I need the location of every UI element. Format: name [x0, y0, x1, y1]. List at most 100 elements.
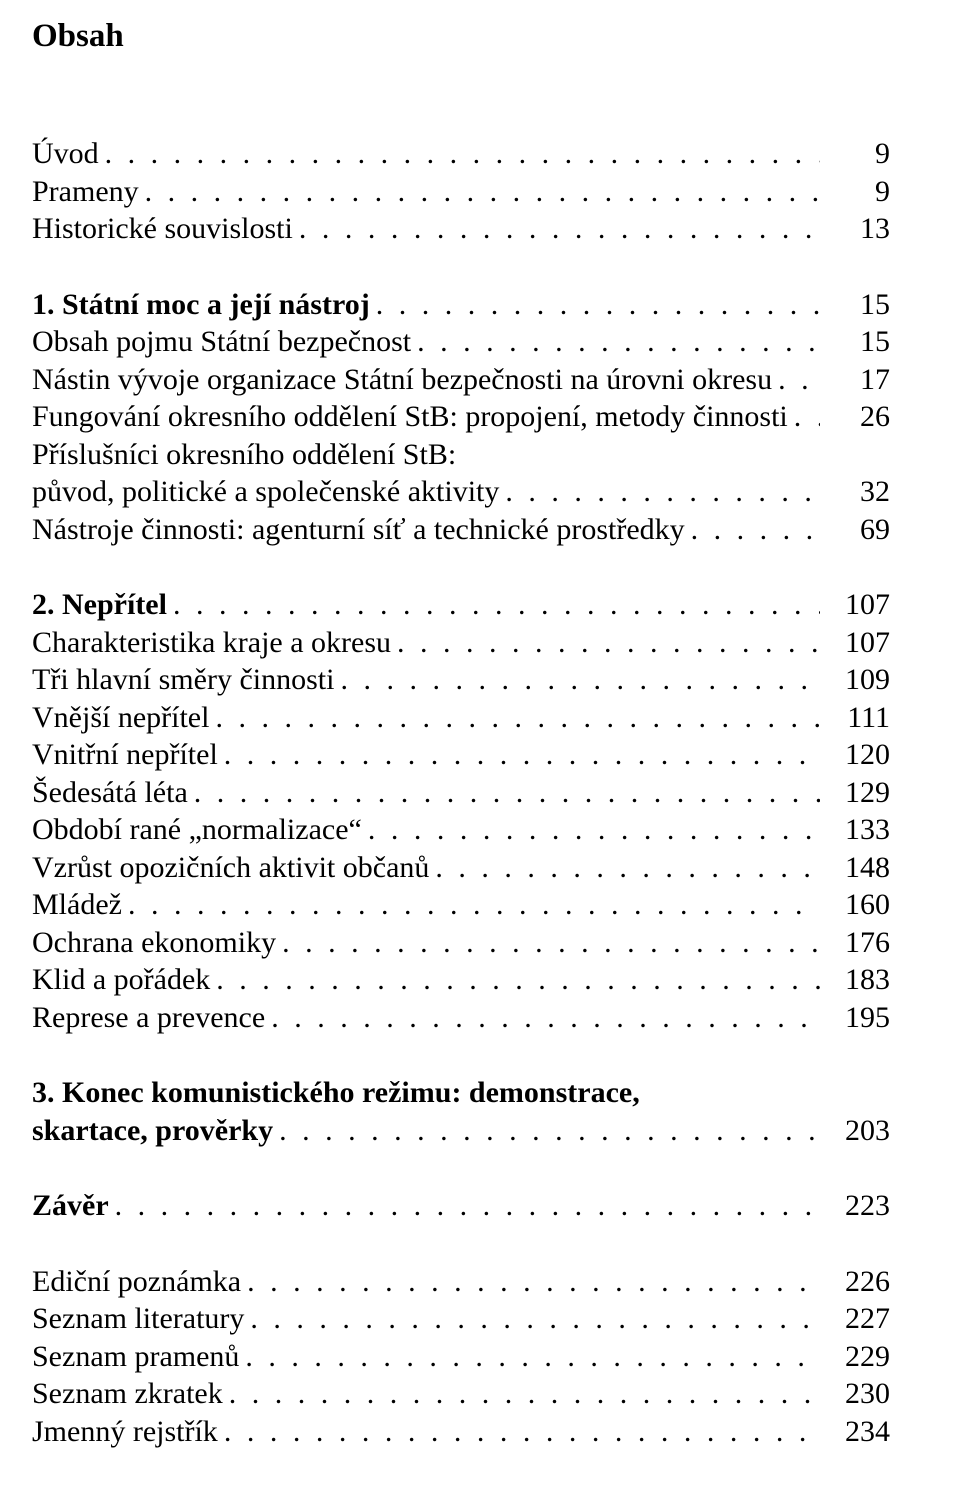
- toc-entry: původ, politické a společenské aktivity 3…: [32, 473, 890, 511]
- toc-entry: Seznam literatury227: [32, 1300, 890, 1338]
- toc-entry-page: 129: [826, 774, 890, 812]
- toc-dot-leader: [215, 699, 820, 737]
- toc-entry: Mládež 160: [32, 886, 890, 924]
- toc-entry-page: 107: [826, 624, 890, 662]
- toc-entry: Obsah pojmu Státní bezpečnost 15: [32, 323, 890, 361]
- toc-entry-label: Období rané „normalizace“: [32, 811, 362, 849]
- toc-dot-leader: [417, 323, 820, 361]
- toc-entry-page: 203: [826, 1112, 890, 1150]
- toc-entry-label: Vnější nepřítel: [32, 699, 209, 737]
- toc-dot-leader: [173, 586, 820, 624]
- toc-entry-page: 13: [826, 210, 890, 248]
- toc-entry-label: Fungování okresního oddělení StB: propoj…: [32, 398, 788, 436]
- toc-dot-leader: [435, 849, 820, 887]
- toc-gap: [32, 1149, 890, 1187]
- toc-entry: 2. Nepřítel107: [32, 586, 890, 624]
- toc-entry-page: 230: [826, 1375, 890, 1413]
- toc-entry: Ediční poznámka226: [32, 1263, 890, 1301]
- toc-entry: Seznam zkratek 230: [32, 1375, 890, 1413]
- toc-dot-leader: [245, 1338, 820, 1376]
- toc-entry: Ochrana ekonomiky176: [32, 924, 890, 962]
- toc-entry-page: 107: [826, 586, 890, 624]
- toc-entry-label: Seznam zkratek: [32, 1375, 223, 1413]
- page: Obsah Úvod 9Prameny 9 Historické souvislost…: [0, 0, 960, 1490]
- toc-entry-label: Vzrůst opozičních aktivit občanů: [32, 849, 429, 887]
- toc-dot-leader: [247, 1263, 820, 1301]
- toc-entry-page: 133: [826, 811, 890, 849]
- toc-entry-label: Represe a prevence: [32, 999, 265, 1037]
- toc-entry-page: 120: [826, 736, 890, 774]
- toc-dot-leader: [505, 473, 820, 511]
- toc-entry-label: skartace, prověrky: [32, 1112, 273, 1150]
- toc-entry-label: Úvod: [32, 135, 99, 173]
- toc-dot-leader: [216, 961, 820, 999]
- toc-entry: Vnitřní nepřítel 120: [32, 736, 890, 774]
- toc-entry-page: 183: [826, 961, 890, 999]
- toc-dot-leader: [224, 1413, 820, 1451]
- toc-entry-label: původ, politické a společenské aktivity: [32, 473, 499, 511]
- toc-dot-leader: [778, 361, 820, 399]
- toc-entry-label: Nástin vývoje organizace Státní bezpečno…: [32, 361, 772, 399]
- toc-entry-label: Seznam pramenů: [32, 1338, 239, 1376]
- toc-gap: [32, 548, 890, 586]
- toc-entry: Tři hlavní směry činnosti109: [32, 661, 890, 699]
- toc-entry: Období rané „normalizace“ 133: [32, 811, 890, 849]
- toc-dot-leader: [691, 511, 820, 549]
- toc-entry-label: Mládež: [32, 886, 122, 924]
- toc-entry: Charakteristika kraje a okresu107: [32, 624, 890, 662]
- toc-entry-page: 227: [826, 1300, 890, 1338]
- toc-dot-leader: [340, 661, 820, 699]
- page-title: Obsah: [32, 18, 890, 55]
- toc-entry: Nástin vývoje organizace Státní bezpečno…: [32, 361, 890, 399]
- toc-entry: Úvod 9: [32, 135, 890, 173]
- toc-entry: Vzrůst opozičních aktivit občanů148: [32, 849, 890, 887]
- toc-dot-leader: [145, 173, 820, 211]
- toc-gap: [32, 1036, 890, 1074]
- toc-entry-page: 15: [826, 323, 890, 361]
- toc-dot-leader: [229, 1375, 820, 1413]
- toc-dot-leader: [299, 210, 820, 248]
- toc-entry-page: 26: [826, 398, 890, 436]
- toc-entry-label: Klid a pořádek: [32, 961, 210, 999]
- toc-dot-leader: [194, 774, 820, 812]
- toc-entry-label: Závěr: [32, 1187, 109, 1225]
- toc-gap: [32, 1225, 890, 1263]
- toc-entry-page: 32: [826, 473, 890, 511]
- toc-entry-page: 223: [826, 1187, 890, 1225]
- toc-entry-label: 1. Státní moc a její nástroj: [32, 286, 370, 324]
- toc-entry-page: 69: [826, 511, 890, 549]
- toc-entry: Nástroje činnosti: agenturní síť a techn…: [32, 511, 890, 549]
- toc-entry: Represe a prevence 195: [32, 999, 890, 1037]
- toc-dot-leader: [279, 1112, 820, 1150]
- toc-entry-page: 160: [826, 886, 890, 924]
- toc-dot-leader: [794, 398, 820, 436]
- toc-entry-page: 229: [826, 1338, 890, 1376]
- toc-dot-leader: [397, 624, 820, 662]
- toc-entry-page: 226: [826, 1263, 890, 1301]
- toc-entry: Historické souvislosti 13: [32, 210, 890, 248]
- toc-entry-page: 9: [826, 135, 890, 173]
- toc-dot-leader: [250, 1300, 820, 1338]
- toc-entry-label: Prameny: [32, 173, 139, 211]
- toc-entry-label: Vnitřní nepřítel: [32, 736, 218, 774]
- toc-entry-page: 195: [826, 999, 890, 1037]
- toc-dot-leader: [271, 999, 820, 1037]
- toc-text-line: Příslušníci okresního oddělení StB:: [32, 436, 890, 474]
- toc-entry: Klid a pořádek 183: [32, 961, 890, 999]
- toc-entry-page: 234: [826, 1413, 890, 1451]
- toc-entry-label: Obsah pojmu Státní bezpečnost: [32, 323, 411, 361]
- toc-entry-label: Šedesátá léta: [32, 774, 188, 812]
- toc-entry: 1. Státní moc a její nástroj 15: [32, 286, 890, 324]
- toc-entry-label: Historické souvislosti: [32, 210, 293, 248]
- toc-dot-leader: [105, 135, 820, 173]
- table-of-contents: Úvod 9Prameny 9 Historické souvislosti 13 1. …: [32, 135, 890, 1450]
- toc-entry-page: 111: [826, 699, 890, 737]
- toc-dot-leader: [282, 924, 820, 962]
- toc-entry: Závěr 223: [32, 1187, 890, 1225]
- toc-dot-leader: [376, 286, 820, 324]
- toc-entry: skartace, prověrky 203: [32, 1112, 890, 1150]
- toc-entry: Jmenný rejstřík234: [32, 1413, 890, 1451]
- toc-entry-page: 176: [826, 924, 890, 962]
- toc-entry-page: 109: [826, 661, 890, 699]
- toc-entry-page: 15: [826, 286, 890, 324]
